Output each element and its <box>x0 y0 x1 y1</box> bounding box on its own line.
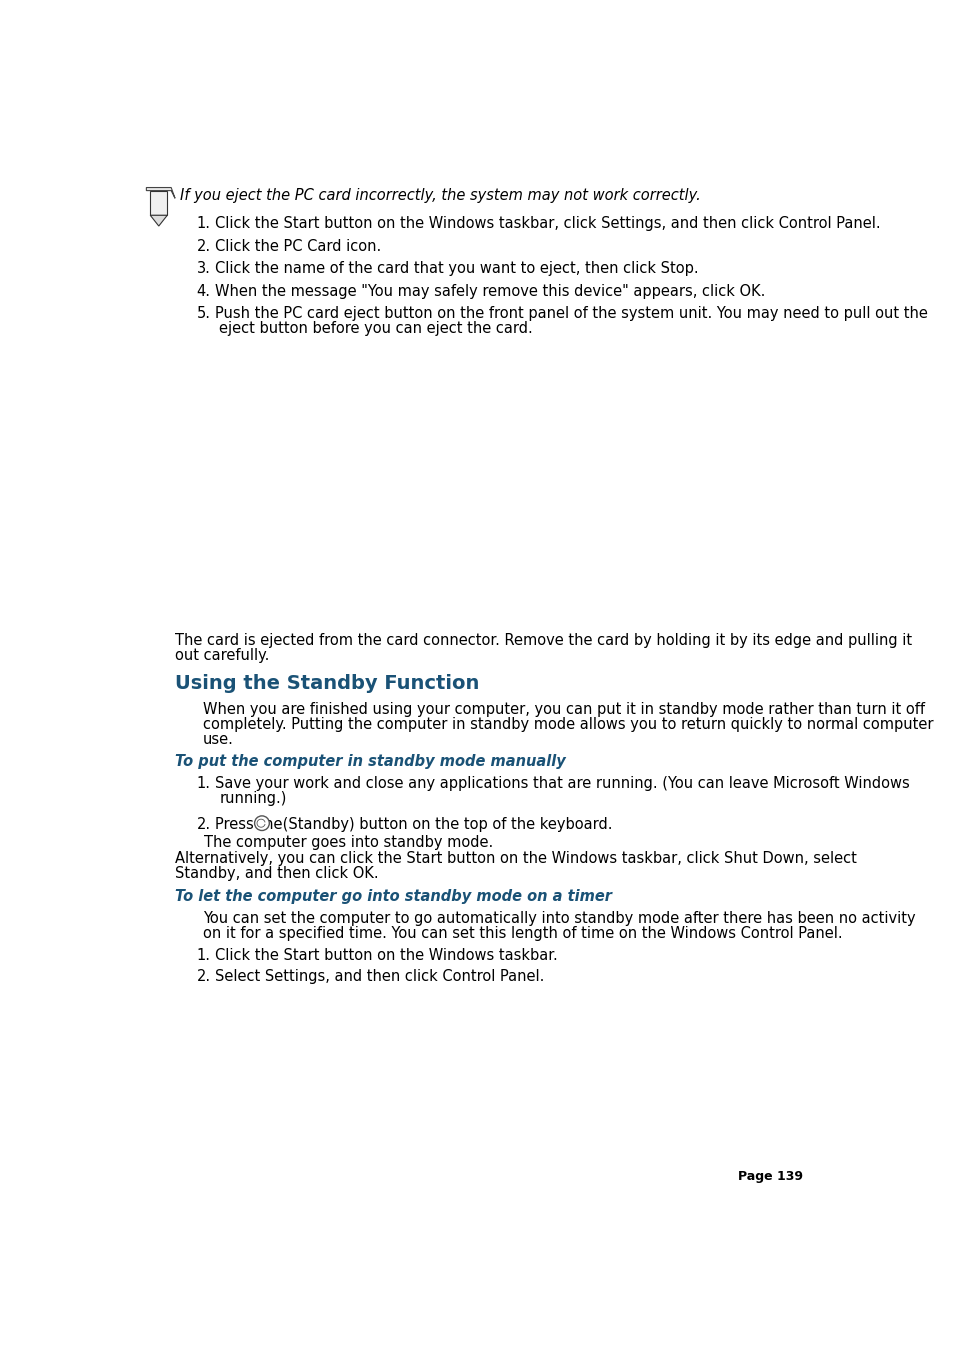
Text: 2.: 2. <box>196 969 211 984</box>
Text: To put the computer in standby mode manually: To put the computer in standby mode manu… <box>174 754 565 769</box>
Text: Press the: Press the <box>215 817 287 832</box>
Text: Push the PC card eject button on the front panel of the system unit. You may nee: Push the PC card eject button on the fro… <box>215 307 927 322</box>
Text: 3.: 3. <box>196 261 211 276</box>
Text: The card is ejected from the card connector. Remove the card by holding it by it: The card is ejected from the card connec… <box>174 632 911 647</box>
Text: on it for a specified time. You can set this length of time on the Windows Contr: on it for a specified time. You can set … <box>203 925 841 942</box>
Text: 1.: 1. <box>196 948 211 963</box>
Text: Using the Standby Function: Using the Standby Function <box>174 674 479 693</box>
Text: 1.: 1. <box>196 216 211 231</box>
Text: Click the Start button on the Windows taskbar, click Settings, and then click Co: Click the Start button on the Windows ta… <box>215 216 880 231</box>
Text: Click the name of the card that you want to eject, then click Stop.: Click the name of the card that you want… <box>215 261 699 276</box>
Polygon shape <box>146 188 174 199</box>
Text: If you eject the PC card incorrectly, the system may not work correctly.: If you eject the PC card incorrectly, th… <box>179 188 700 203</box>
Text: out carefully.: out carefully. <box>174 647 269 662</box>
Text: 4.: 4. <box>196 284 211 299</box>
Text: Click the Start button on the Windows taskbar.: Click the Start button on the Windows ta… <box>215 948 558 963</box>
Text: running.): running.) <box>219 792 286 807</box>
Circle shape <box>254 816 269 831</box>
Text: use.: use. <box>203 731 233 747</box>
Polygon shape <box>150 215 167 226</box>
Polygon shape <box>150 190 167 215</box>
Text: Page 139: Page 139 <box>737 1170 802 1183</box>
Text: (Standby) button on the top of the keyboard.: (Standby) button on the top of the keybo… <box>277 817 612 832</box>
Text: When the message "You may safely remove this device" appears, click OK.: When the message "You may safely remove … <box>215 284 765 299</box>
Text: 1.: 1. <box>196 777 211 792</box>
Text: Alternatively, you can click the Start button on the Windows taskbar, click Shut: Alternatively, you can click the Start b… <box>174 851 856 866</box>
Text: Standby, and then click OK.: Standby, and then click OK. <box>174 866 378 881</box>
Text: 2.: 2. <box>196 817 211 832</box>
Text: You can set the computer to go automatically into standby mode after there has b: You can set the computer to go automatic… <box>203 911 915 925</box>
Text: Click the PC Card icon.: Click the PC Card icon. <box>215 239 381 254</box>
Text: eject button before you can eject the card.: eject button before you can eject the ca… <box>219 322 533 336</box>
Text: completely. Putting the computer in standby mode allows you to return quickly to: completely. Putting the computer in stan… <box>203 716 932 731</box>
Text: Save your work and close any applications that are running. (You can leave Micro: Save your work and close any application… <box>215 777 909 792</box>
Text: To let the computer go into standby mode on a timer: To let the computer go into standby mode… <box>174 889 612 904</box>
Text: The computer goes into standby mode.: The computer goes into standby mode. <box>204 835 493 850</box>
Text: When you are finished using your computer, you can put it in standby mode rather: When you are finished using your compute… <box>203 701 924 716</box>
Text: 2.: 2. <box>196 239 211 254</box>
Text: Select Settings, and then click Control Panel.: Select Settings, and then click Control … <box>215 969 544 984</box>
Text: 5.: 5. <box>196 307 211 322</box>
